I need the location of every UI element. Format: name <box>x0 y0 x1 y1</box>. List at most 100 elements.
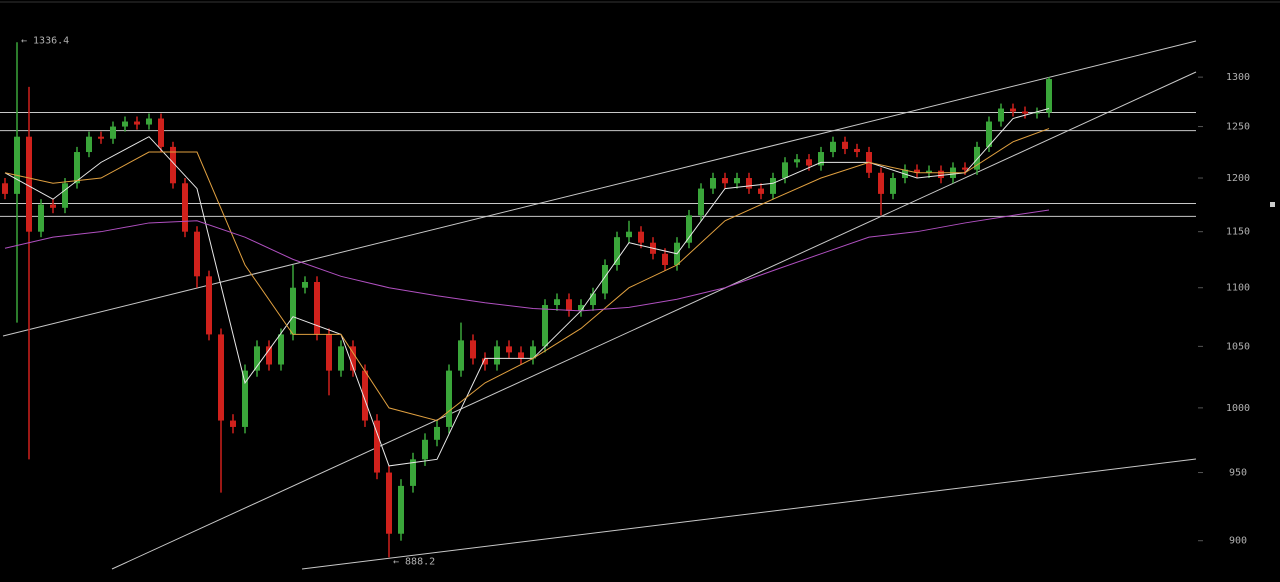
y-tick-label: 1300 <box>1226 72 1250 83</box>
candle-body <box>482 358 488 365</box>
candle-body <box>470 340 476 359</box>
candle-body <box>770 178 776 194</box>
trend-line <box>2 40 1197 337</box>
candle-body <box>74 152 80 184</box>
candle-body <box>254 346 260 371</box>
candle-body <box>230 420 236 427</box>
candle-body <box>410 459 416 486</box>
scroll-marker <box>1270 202 1275 207</box>
candle-body <box>146 118 152 125</box>
candle-body <box>122 121 128 127</box>
y-tick-label: 1200 <box>1226 173 1250 184</box>
candle-body <box>1022 111 1028 114</box>
moving-average-line <box>4 128 1050 422</box>
candle-body <box>326 334 332 371</box>
candle-body <box>602 265 608 294</box>
candle-body <box>290 287 296 335</box>
candle-body <box>782 162 788 179</box>
candle-body <box>566 299 572 311</box>
candle-body <box>86 136 92 153</box>
candle-body <box>962 167 968 170</box>
candle-body <box>386 472 392 534</box>
candle-body <box>710 178 716 189</box>
candle-body <box>518 352 524 359</box>
candle-body <box>278 334 284 365</box>
candle-body <box>218 334 224 421</box>
candle-body <box>830 141 836 153</box>
candle-body <box>686 215 692 243</box>
y-tick-label: 1000 <box>1226 403 1250 414</box>
candle-body <box>134 121 140 125</box>
candle-body <box>806 159 812 166</box>
candle-body <box>998 108 1004 122</box>
candle-body <box>1034 112 1040 114</box>
y-tick-label: 1050 <box>1226 341 1250 352</box>
y-tick-label: 1150 <box>1226 227 1250 238</box>
trend-line <box>301 458 1197 570</box>
candle-body <box>842 141 848 149</box>
candle-body <box>938 170 944 179</box>
candle-body <box>14 136 20 194</box>
candle-body <box>506 346 512 353</box>
candle-body <box>338 346 344 371</box>
candle-body <box>794 159 800 163</box>
y-tick-label: 950 <box>1229 468 1247 479</box>
candle-body <box>350 346 356 371</box>
candle-body <box>266 346 272 365</box>
candle-body <box>62 183 68 208</box>
y-tick-label: 1250 <box>1226 122 1250 133</box>
candle-body <box>374 420 380 473</box>
candle-body <box>578 305 584 311</box>
candle-body <box>530 346 536 359</box>
candle-body <box>1010 108 1016 112</box>
candle-body <box>626 231 632 238</box>
y-tick-label: 900 <box>1229 536 1247 547</box>
candle-body <box>590 293 596 306</box>
candle-body <box>422 439 428 460</box>
candle-body <box>50 204 56 208</box>
candle-body <box>698 188 704 216</box>
candle-body <box>446 370 452 427</box>
candle-body <box>38 204 44 232</box>
candle-body <box>746 178 752 189</box>
candle-body <box>818 152 824 166</box>
candle-body <box>854 148 860 153</box>
candle-body <box>194 231 200 277</box>
candle-body <box>110 126 116 139</box>
candle-body <box>890 178 896 194</box>
candle-body <box>398 485 404 534</box>
candle-body <box>638 231 644 243</box>
candle-body <box>722 178 728 184</box>
candle-body <box>302 282 308 288</box>
candle-body <box>170 146 176 184</box>
candle-body <box>734 178 740 184</box>
annotation: ← 1336.4 <box>21 35 69 46</box>
candle-body <box>458 340 464 371</box>
moving-average-line <box>4 209 1050 312</box>
candle-body <box>554 299 560 306</box>
candle-body <box>362 370 368 421</box>
candle-body <box>314 282 320 335</box>
candle-body <box>758 188 764 194</box>
candle-body <box>926 170 932 173</box>
candle-body <box>206 276 212 335</box>
trend-line <box>111 71 1197 570</box>
candle-body <box>878 172 884 194</box>
candle-body <box>26 136 32 232</box>
candle-body <box>614 237 620 266</box>
annotation: ← 888.2 <box>393 556 435 567</box>
candle-body <box>986 121 992 147</box>
candle-body <box>542 305 548 347</box>
candle-body <box>914 169 920 173</box>
candle-body <box>434 426 440 440</box>
candle-body <box>182 183 188 232</box>
y-tick-label: 1100 <box>1226 283 1250 294</box>
candle-body <box>242 370 248 427</box>
candle-body <box>974 146 980 170</box>
candle-body <box>494 346 500 365</box>
candle-body <box>2 183 8 194</box>
candle-body <box>158 118 164 147</box>
